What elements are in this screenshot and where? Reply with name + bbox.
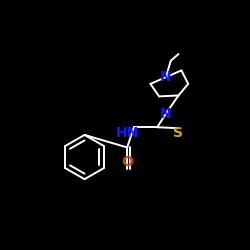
Text: HN: HN: [116, 126, 139, 140]
Text: S: S: [174, 126, 184, 140]
Text: O: O: [121, 155, 133, 169]
Text: N: N: [160, 70, 172, 84]
Text: N: N: [160, 107, 172, 121]
